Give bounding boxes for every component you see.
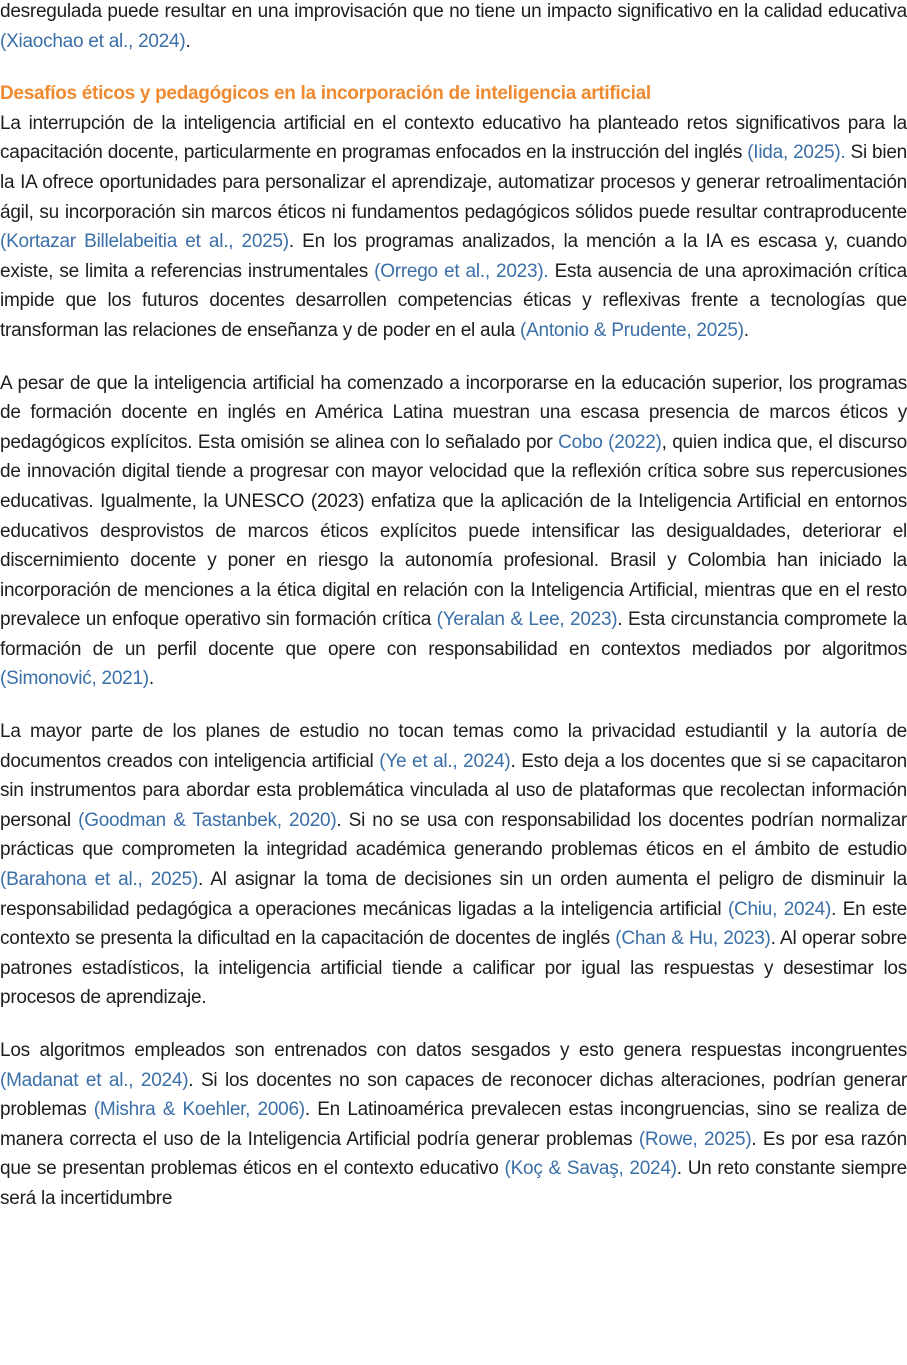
text-run: Si bien la IA ofrece oportunidades para …: [0, 142, 907, 223]
citation: (Barahona et al., 2025): [0, 869, 199, 891]
citation: (Iida, 2025).: [747, 142, 846, 164]
text-run: Los algoritmos empleados son entrenados …: [0, 1040, 907, 1061]
text-run: A pesar de que la inteligencia artificia…: [0, 372, 907, 453]
text-run: . En este contexto se presenta la dificu…: [0, 898, 907, 950]
text-run: . En los programas analizados, la menció…: [0, 231, 907, 282]
citation: (Madanat et al., 2024): [0, 1069, 189, 1091]
section-heading: Desafíos éticos y pedagógicos en la inco…: [0, 83, 651, 105]
paragraph: desregulada puede resultar en una improv…: [0, 0, 907, 56]
text-run: Esta ausencia de una aproximación crític…: [0, 260, 907, 341]
citation: (Mishra & Koehler, 2006): [93, 1099, 305, 1121]
text-run: . Si los docentes no son capaces de reco…: [0, 1069, 907, 1121]
text-run: . Esto deja a los docentes que si se cap…: [0, 750, 907, 831]
paragraph: La interrupción de la inteligencia artif…: [0, 109, 907, 346]
text-run: . En Latinoamérica prevalecen estas inco…: [0, 1099, 907, 1150]
section-body: La interrupción de la inteligencia artif…: [0, 109, 907, 1214]
text-run: . Es por esa razón que se presentan prob…: [0, 1128, 907, 1180]
text-run: . Un reto constante siempre será la ince…: [0, 1158, 907, 1209]
text-run: , quien indica que, el discurso de innov…: [0, 431, 907, 631]
citation: (Orrego et al., 2023).: [374, 260, 549, 282]
citation: (Ye et al., 2024): [379, 750, 511, 772]
text-run: . Esta circunstancia compromete la forma…: [0, 609, 907, 660]
text-run: .: [743, 319, 749, 341]
text-run: .: [185, 30, 191, 52]
paragraph: A pesar de que la inteligencia artificia…: [0, 369, 907, 695]
citation: (Chan & Hu, 2023): [615, 928, 771, 950]
text-run: . Al operar sobre patrones estadísticos,…: [0, 928, 907, 1009]
citation: (Simonović, 2021): [0, 668, 149, 690]
text-run: La mayor parte de los planes de estudio …: [0, 721, 907, 772]
text-run: .: [148, 668, 154, 690]
citation: (Yeralan & Lee, 2023): [436, 609, 618, 631]
text-run: La interrupción de la inteligencia artif…: [0, 112, 907, 164]
text-run: . Al asignar la toma de decisiones sin u…: [0, 869, 907, 920]
citation: (Goodman & Tastanbek, 2020): [78, 809, 337, 831]
citation: (Kortazar Billelabeitia et al., 2025): [0, 231, 289, 253]
citation: (Chiu, 2024): [727, 898, 832, 920]
citation: (Koç & Savaş, 2024): [504, 1158, 677, 1180]
text-run: . Si no se usa con responsabilidad los d…: [0, 809, 907, 861]
citation: Cobo (2022): [558, 431, 662, 453]
citation: (Antonio & Prudente, 2025): [520, 319, 744, 341]
citation: (Rowe, 2025): [638, 1128, 752, 1150]
text-run: desregulada puede resultar en una improv…: [0, 1, 907, 22]
paragraph: La mayor parte de los planes de estudio …: [0, 717, 907, 1013]
paragraph: Los algoritmos empleados son entrenados …: [0, 1036, 907, 1214]
previous-text: desregulada puede resultar en una improv…: [0, 0, 907, 56]
citation: (Xiaochao et al., 2024): [0, 30, 186, 52]
